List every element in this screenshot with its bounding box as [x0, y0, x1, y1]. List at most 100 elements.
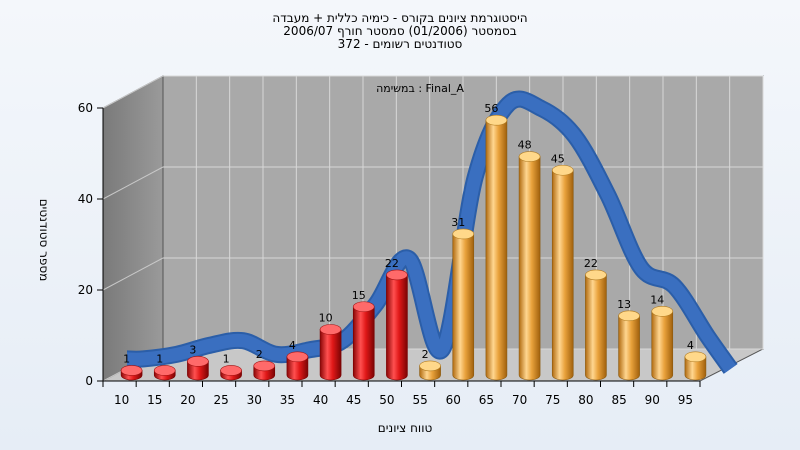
bar-body [585, 274, 607, 381]
y-tick-label: 0 [85, 374, 93, 388]
bar [352, 301, 375, 381]
bar-top [352, 301, 375, 313]
bar-value-label: 1 [223, 352, 230, 365]
bar-value-label: 1 [123, 352, 130, 365]
bar-value-label: 13 [617, 298, 631, 311]
bar-body [485, 119, 508, 381]
bar-value-label: 4 [687, 339, 694, 352]
bar-top [485, 114, 508, 126]
x-tick-label: 55 [412, 393, 427, 407]
grid-line-side [102, 166, 164, 200]
bar-value-label: 1 [156, 352, 163, 365]
bar-top [518, 151, 541, 162]
bar-top [386, 269, 408, 281]
bar-body [452, 233, 475, 381]
bar-value-label: 15 [352, 289, 366, 302]
bar [485, 114, 508, 381]
y-tick-label: 40 [78, 192, 93, 206]
bar-body [651, 311, 674, 381]
bar-value-label: 2 [256, 348, 263, 361]
x-tick-label: 45 [346, 393, 361, 407]
side-wall [102, 75, 164, 382]
bar [386, 269, 408, 381]
y-tick-label: 20 [78, 283, 93, 297]
bar [253, 360, 276, 381]
bar-top [618, 310, 640, 322]
bar [551, 164, 574, 381]
x-tick-label: 20 [180, 393, 195, 407]
bar-value-label: 56 [484, 102, 498, 115]
bar-body [684, 356, 707, 381]
bar-top [585, 269, 607, 281]
x-tick-label: 30 [247, 393, 262, 407]
bar [618, 310, 640, 381]
bar-body [352, 306, 375, 381]
bar-value-label: 14 [650, 293, 664, 306]
bar [419, 360, 441, 381]
bar-body [518, 156, 541, 381]
bar-top [286, 351, 309, 363]
bar [319, 324, 342, 381]
bar-top [220, 365, 242, 376]
bar-value-label: 31 [451, 216, 465, 229]
bar [153, 365, 176, 381]
x-tick-label: 60 [446, 393, 461, 407]
bar-value-label: 4 [289, 339, 296, 352]
bar-top [651, 305, 674, 317]
chart-title-line-1: היסטוגרמת ציונים בקורס - כימיה כללית + מ… [272, 11, 528, 25]
bar-body [319, 329, 342, 381]
bar-top [253, 360, 276, 372]
x-tick-label: 90 [645, 393, 660, 407]
bar [684, 351, 707, 381]
x-tick-label: 40 [313, 393, 328, 407]
bar-top [684, 351, 707, 363]
bar [120, 365, 143, 381]
grid-line-side [102, 75, 164, 109]
bar-top [153, 365, 176, 376]
bar-top [551, 164, 574, 176]
bar-body [386, 274, 408, 381]
bar [651, 305, 674, 381]
x-tick-label: 85 [611, 393, 626, 407]
chart-title-line-3: סטודנטים רשומים - 372 [337, 37, 463, 51]
annotation-label: במשימה : Final_A [376, 82, 464, 95]
bar-value-label: 45 [551, 152, 565, 165]
bar-value-label: 48 [518, 139, 532, 152]
x-tick-label: 80 [578, 393, 593, 407]
bar-body [286, 356, 309, 381]
x-axis-title: טווח ציונים [378, 421, 433, 435]
bar-top [419, 360, 441, 372]
bar [518, 151, 541, 381]
bar [286, 351, 309, 381]
distribution-curve [126, 92, 736, 373]
bar-body [618, 315, 640, 381]
x-tick-label: 65 [479, 393, 494, 407]
chart-title-line-2: בסמסטר (01/2006) סמסטר חורף 2006/07 [283, 24, 517, 38]
x-tick-label: 70 [512, 393, 527, 407]
bar [187, 356, 209, 381]
bar [452, 228, 475, 381]
bar-value-label: 3 [189, 343, 196, 356]
bar-value-label: 22 [584, 257, 598, 270]
bar-top [452, 228, 475, 240]
bar-body [551, 169, 574, 381]
bar [220, 365, 242, 381]
y-tick-label: 60 [78, 101, 93, 115]
x-tick-label: 35 [280, 393, 295, 407]
x-tick-label: 75 [545, 393, 560, 407]
bar-value-label: 22 [385, 257, 399, 270]
x-tick-label: 50 [379, 393, 394, 407]
x-tick-label: 25 [213, 393, 228, 407]
x-tick-label: 10 [114, 393, 129, 407]
bar-top [120, 365, 143, 376]
bar-top [319, 324, 342, 335]
bar [585, 269, 607, 381]
y-axis-title: מספר סטודנטים [37, 199, 51, 282]
grid-line-side [102, 257, 164, 291]
bar-value-label: 10 [319, 312, 333, 325]
x-tick-label: 15 [147, 393, 162, 407]
x-tick-label: 95 [678, 393, 693, 407]
bar-top [187, 356, 209, 367]
